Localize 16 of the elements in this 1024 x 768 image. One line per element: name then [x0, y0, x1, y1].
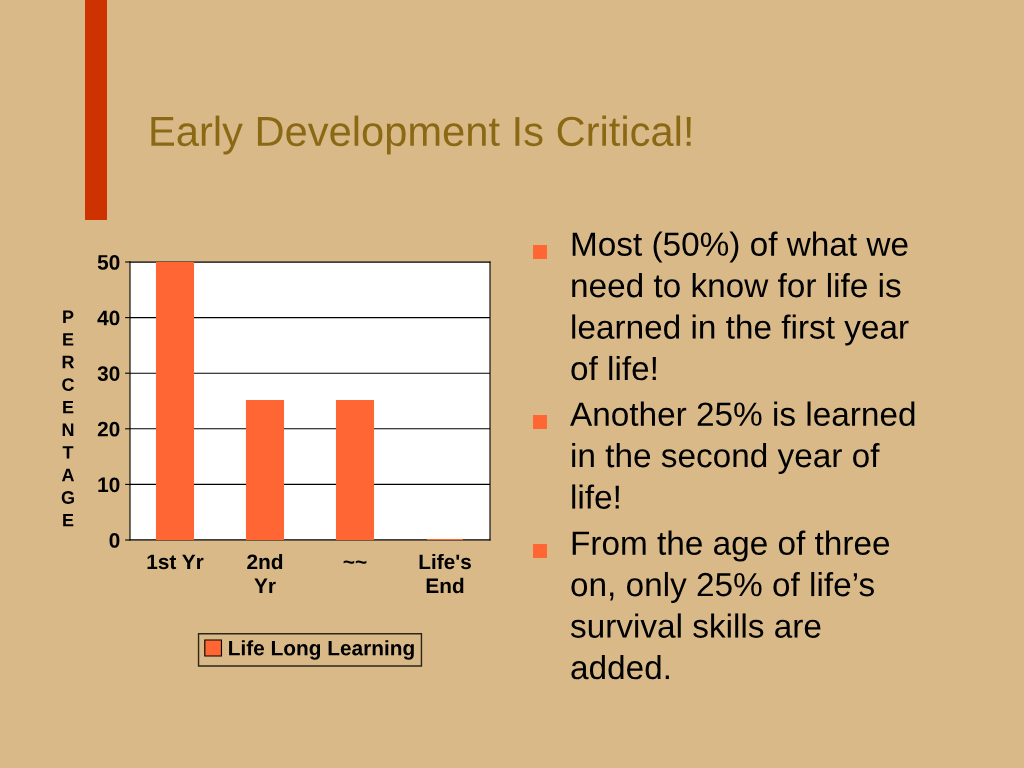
y-tick-label: 0 [109, 533, 120, 548]
text: Most (50%) of what we need to know for life is learned in the first year of life! [571, 231, 909, 381]
text: From the age of three on, only 25% of life’s survival skills are added. [570, 530, 890, 680]
y-tick-label: 30 [97, 366, 120, 381]
y-tick-label: 10 [98, 477, 120, 493]
text: PERCENTAGE [61, 310, 75, 527]
legend-label: Life Long Learning [229, 640, 414, 660]
x-tick-label: 1st Yr [147, 554, 204, 570]
y-tick-label: 40 [97, 310, 120, 326]
text: Another 25% is learned in the second year of life! [570, 401, 915, 509]
x-tick-label: ~~ [343, 560, 367, 564]
y-tick-label: 50 [97, 255, 120, 270]
y-tick-label: 20 [97, 421, 120, 437]
x-tick-label: Life's End [419, 553, 471, 594]
x-tick-label: 2nd Yr [247, 553, 283, 593]
chart-title: Early Development Is Critical! [151, 115, 691, 155]
